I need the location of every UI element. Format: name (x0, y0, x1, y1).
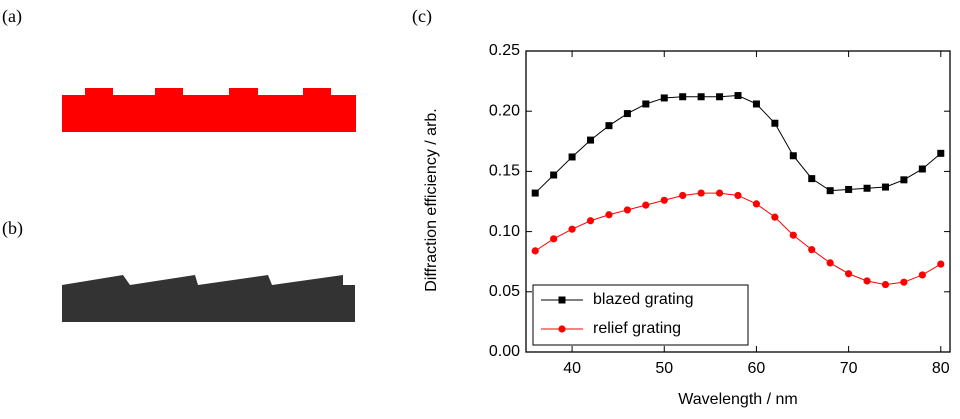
marker (605, 211, 613, 219)
marker (623, 110, 631, 118)
x-tick-label: 60 (748, 360, 766, 377)
marker (660, 196, 668, 204)
marker (531, 189, 539, 197)
marker (863, 277, 871, 285)
marker (679, 191, 687, 200)
legend-label: blazed grating (593, 291, 694, 308)
marker (752, 100, 760, 108)
y-tick-label: 0.20 (489, 102, 520, 119)
marker (605, 122, 613, 130)
y-tick-label: 0.05 (489, 283, 520, 300)
y-axis-label: Diffraction efficiency / arb. (423, 108, 440, 292)
marker (697, 93, 705, 101)
panel-label: (a) (2, 6, 22, 27)
marker (900, 176, 908, 184)
marker (771, 213, 779, 221)
marker (826, 187, 834, 195)
marker (623, 206, 631, 214)
marker (918, 165, 926, 173)
marker (697, 189, 705, 197)
marker (808, 246, 816, 254)
panel-label: (c) (412, 6, 432, 27)
x-tick-label: 70 (840, 360, 858, 377)
x-tick-label: 50 (655, 360, 673, 377)
line (534, 192, 942, 286)
marker (660, 94, 668, 102)
marker (752, 200, 761, 208)
marker (716, 93, 724, 101)
marker (900, 278, 908, 286)
marker (550, 171, 558, 179)
marker (679, 93, 687, 101)
y-tick-label: 0.00 (489, 343, 520, 360)
marker (734, 191, 742, 200)
marker (642, 100, 650, 108)
marker (826, 259, 834, 267)
line (534, 95, 942, 194)
marker (881, 280, 890, 289)
blazed-grating-schematic (62, 275, 355, 322)
marker (642, 201, 650, 209)
marker (568, 225, 576, 233)
marker (863, 184, 871, 192)
plot-frame (525, 50, 951, 353)
marker (808, 175, 816, 183)
marker (789, 231, 797, 239)
marker (587, 136, 595, 144)
marker (918, 271, 926, 279)
x-tick-label: 40 (563, 360, 581, 377)
marker (789, 152, 797, 160)
legend-label: relief grating (593, 320, 681, 337)
marker (715, 189, 724, 197)
marker (558, 325, 566, 333)
x-tick-label: 80 (932, 360, 950, 377)
marker (586, 217, 595, 225)
legend-box (532, 284, 749, 346)
marker (937, 149, 945, 157)
marker (881, 183, 889, 191)
x-axis-label: Wavelength / nm (678, 391, 797, 408)
y-tick-label: 0.10 (489, 223, 520, 240)
marker (845, 270, 853, 278)
panel-label: (b) (2, 218, 23, 239)
marker (558, 296, 566, 304)
y-tick-label: 0.15 (489, 163, 520, 180)
marker (937, 260, 945, 268)
marker (531, 247, 539, 255)
marker (568, 153, 576, 161)
y-tick-label: 0.25 (489, 42, 520, 59)
marker (771, 119, 779, 127)
marker (734, 92, 742, 100)
marker (550, 235, 558, 243)
relief-grating-schematic (62, 88, 356, 132)
marker (845, 185, 853, 193)
